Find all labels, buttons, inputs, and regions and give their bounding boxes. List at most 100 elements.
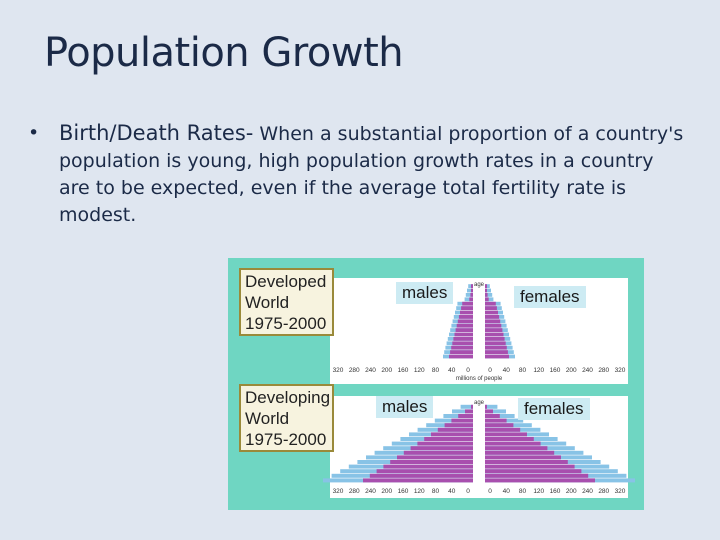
developed-axis-tick: 40	[448, 367, 456, 374]
bullet-mark: •	[28, 122, 40, 144]
developing-axis-tick: 200	[381, 488, 392, 495]
bar-2000-male	[468, 284, 473, 288]
bar-1975-female	[485, 319, 501, 324]
bar-2000-female	[485, 409, 506, 414]
bar-1975-female	[485, 328, 503, 332]
bar-2000-female	[485, 404, 498, 409]
developing-males-label: males	[376, 396, 434, 418]
bar-1975-male	[465, 409, 473, 414]
developing-axis-tick: 240	[365, 488, 376, 495]
bar-1975-male	[390, 460, 473, 464]
bar-1975-male	[460, 310, 473, 315]
bar-2000-male	[460, 404, 473, 409]
developed-axis-tick: 200	[566, 367, 577, 374]
bar-1975-male	[458, 414, 473, 418]
bar-1975-male	[454, 332, 473, 337]
developing-axis-tick: 120	[533, 488, 544, 495]
developing-axis-tick: 40	[448, 488, 456, 495]
developing-axis-tick: 200	[566, 488, 577, 495]
developed-axis-tick: 200	[381, 367, 392, 374]
bar-2000-male	[465, 293, 473, 297]
bullet-body: When a substantial proportion of a count…	[59, 123, 684, 226]
developed-axis-tick: 240	[582, 367, 593, 374]
developed-axis-tick: 40	[503, 367, 511, 374]
bar-1975-male	[417, 441, 473, 446]
developing-age-label: age	[474, 400, 485, 406]
developing-pyramid	[323, 404, 635, 483]
bar-1975-female	[485, 455, 561, 460]
developed-axis-tick: 0	[466, 367, 470, 374]
developed-axis-tick: 320	[615, 367, 626, 374]
developed-axis-tick: 280	[598, 367, 609, 374]
developed-axis-tick: 280	[349, 367, 360, 374]
bar-1975-female	[485, 404, 487, 409]
developing-axis-tick: 0	[488, 488, 492, 495]
bar-1975-female	[485, 301, 496, 306]
bar-1975-female	[485, 414, 500, 418]
bar-1975-male	[470, 293, 473, 297]
bar-1975-female	[485, 450, 555, 455]
developing-axis-tick: 160	[550, 488, 561, 495]
developed-axis-tick: 120	[414, 367, 425, 374]
bar-1975-female	[485, 423, 514, 428]
bar-1975-female	[485, 473, 589, 478]
bar-1975-male	[449, 354, 473, 359]
bar-1975-male	[453, 337, 473, 341]
bar-1975-male	[471, 284, 473, 288]
developing-axis-tick: 80	[432, 488, 440, 495]
bar-1975-male	[469, 297, 473, 302]
developed-axis-title: millions of people	[456, 376, 503, 382]
bar-1975-male	[403, 450, 473, 455]
developed-age-label: age	[474, 282, 485, 288]
slide-title: Population Growth	[44, 30, 404, 76]
bar-1975-female	[485, 469, 582, 474]
bar-1975-male	[383, 464, 473, 469]
population-pyramid-figure: 320 280 240 200 160 120 80 40 0 0 40 80 120 160 200 240…	[228, 258, 644, 510]
bar-1975-male	[431, 432, 473, 437]
bar-1975-female	[485, 409, 493, 414]
bar-2000-male	[464, 297, 473, 302]
bar-1975-male	[471, 288, 473, 293]
bar-1975-female	[485, 306, 497, 310]
bar-2000-female	[485, 284, 490, 288]
developed-axis-tick: 160	[550, 367, 561, 374]
bar-1975-female	[485, 354, 509, 359]
bar-1975-female	[485, 441, 541, 446]
developed-axis-tick: 160	[398, 367, 409, 374]
developing-axis-tick: 160	[398, 488, 409, 495]
bar-1975-male	[444, 423, 473, 428]
bar-1975-female	[485, 332, 504, 337]
bar-1975-female	[485, 323, 502, 328]
developed-females-label: females	[514, 286, 586, 308]
bar-1975-female	[485, 432, 527, 437]
bar-1975-male	[369, 473, 473, 478]
bar-1975-female	[485, 446, 548, 451]
bar-1975-female	[485, 478, 595, 483]
developed-world-label: Developed World 1975-2000	[239, 268, 334, 336]
developed-axis-tick: 320	[333, 367, 344, 374]
bullet-lead: Birth/Death Rates-	[59, 121, 254, 145]
developing-females-label: females	[518, 398, 590, 420]
bar-1975-female	[485, 310, 498, 315]
developed-axis-tick: 120	[533, 367, 544, 374]
bar-1975-female	[485, 284, 487, 288]
bar-2000-male	[467, 288, 473, 293]
bullet-text: Birth/Death Rates- When a substantial pr…	[59, 120, 688, 229]
bar-1975-male	[424, 437, 473, 441]
developing-axis-tick: 40	[503, 488, 511, 495]
bar-1975-female	[485, 418, 507, 423]
developing-axis-tick: 320	[333, 488, 344, 495]
bar-1975-female	[485, 427, 521, 432]
developed-axis-tick: 80	[432, 367, 440, 374]
developing-axis-tick: 0	[466, 488, 470, 495]
bar-1975-male	[457, 319, 473, 324]
bar-2000-female	[485, 297, 494, 302]
bar-1975-female	[485, 315, 500, 319]
bullet-item: • Birth/Death Rates- When a substantial …	[28, 120, 688, 229]
bar-2000-male	[452, 409, 473, 414]
bar-1975-female	[485, 293, 488, 297]
developed-axis-tick: 0	[488, 367, 492, 374]
developing-world-label: Developing World 1975-2000	[239, 384, 334, 452]
bar-1975-male	[397, 455, 473, 460]
developing-axis-tick: 280	[349, 488, 360, 495]
